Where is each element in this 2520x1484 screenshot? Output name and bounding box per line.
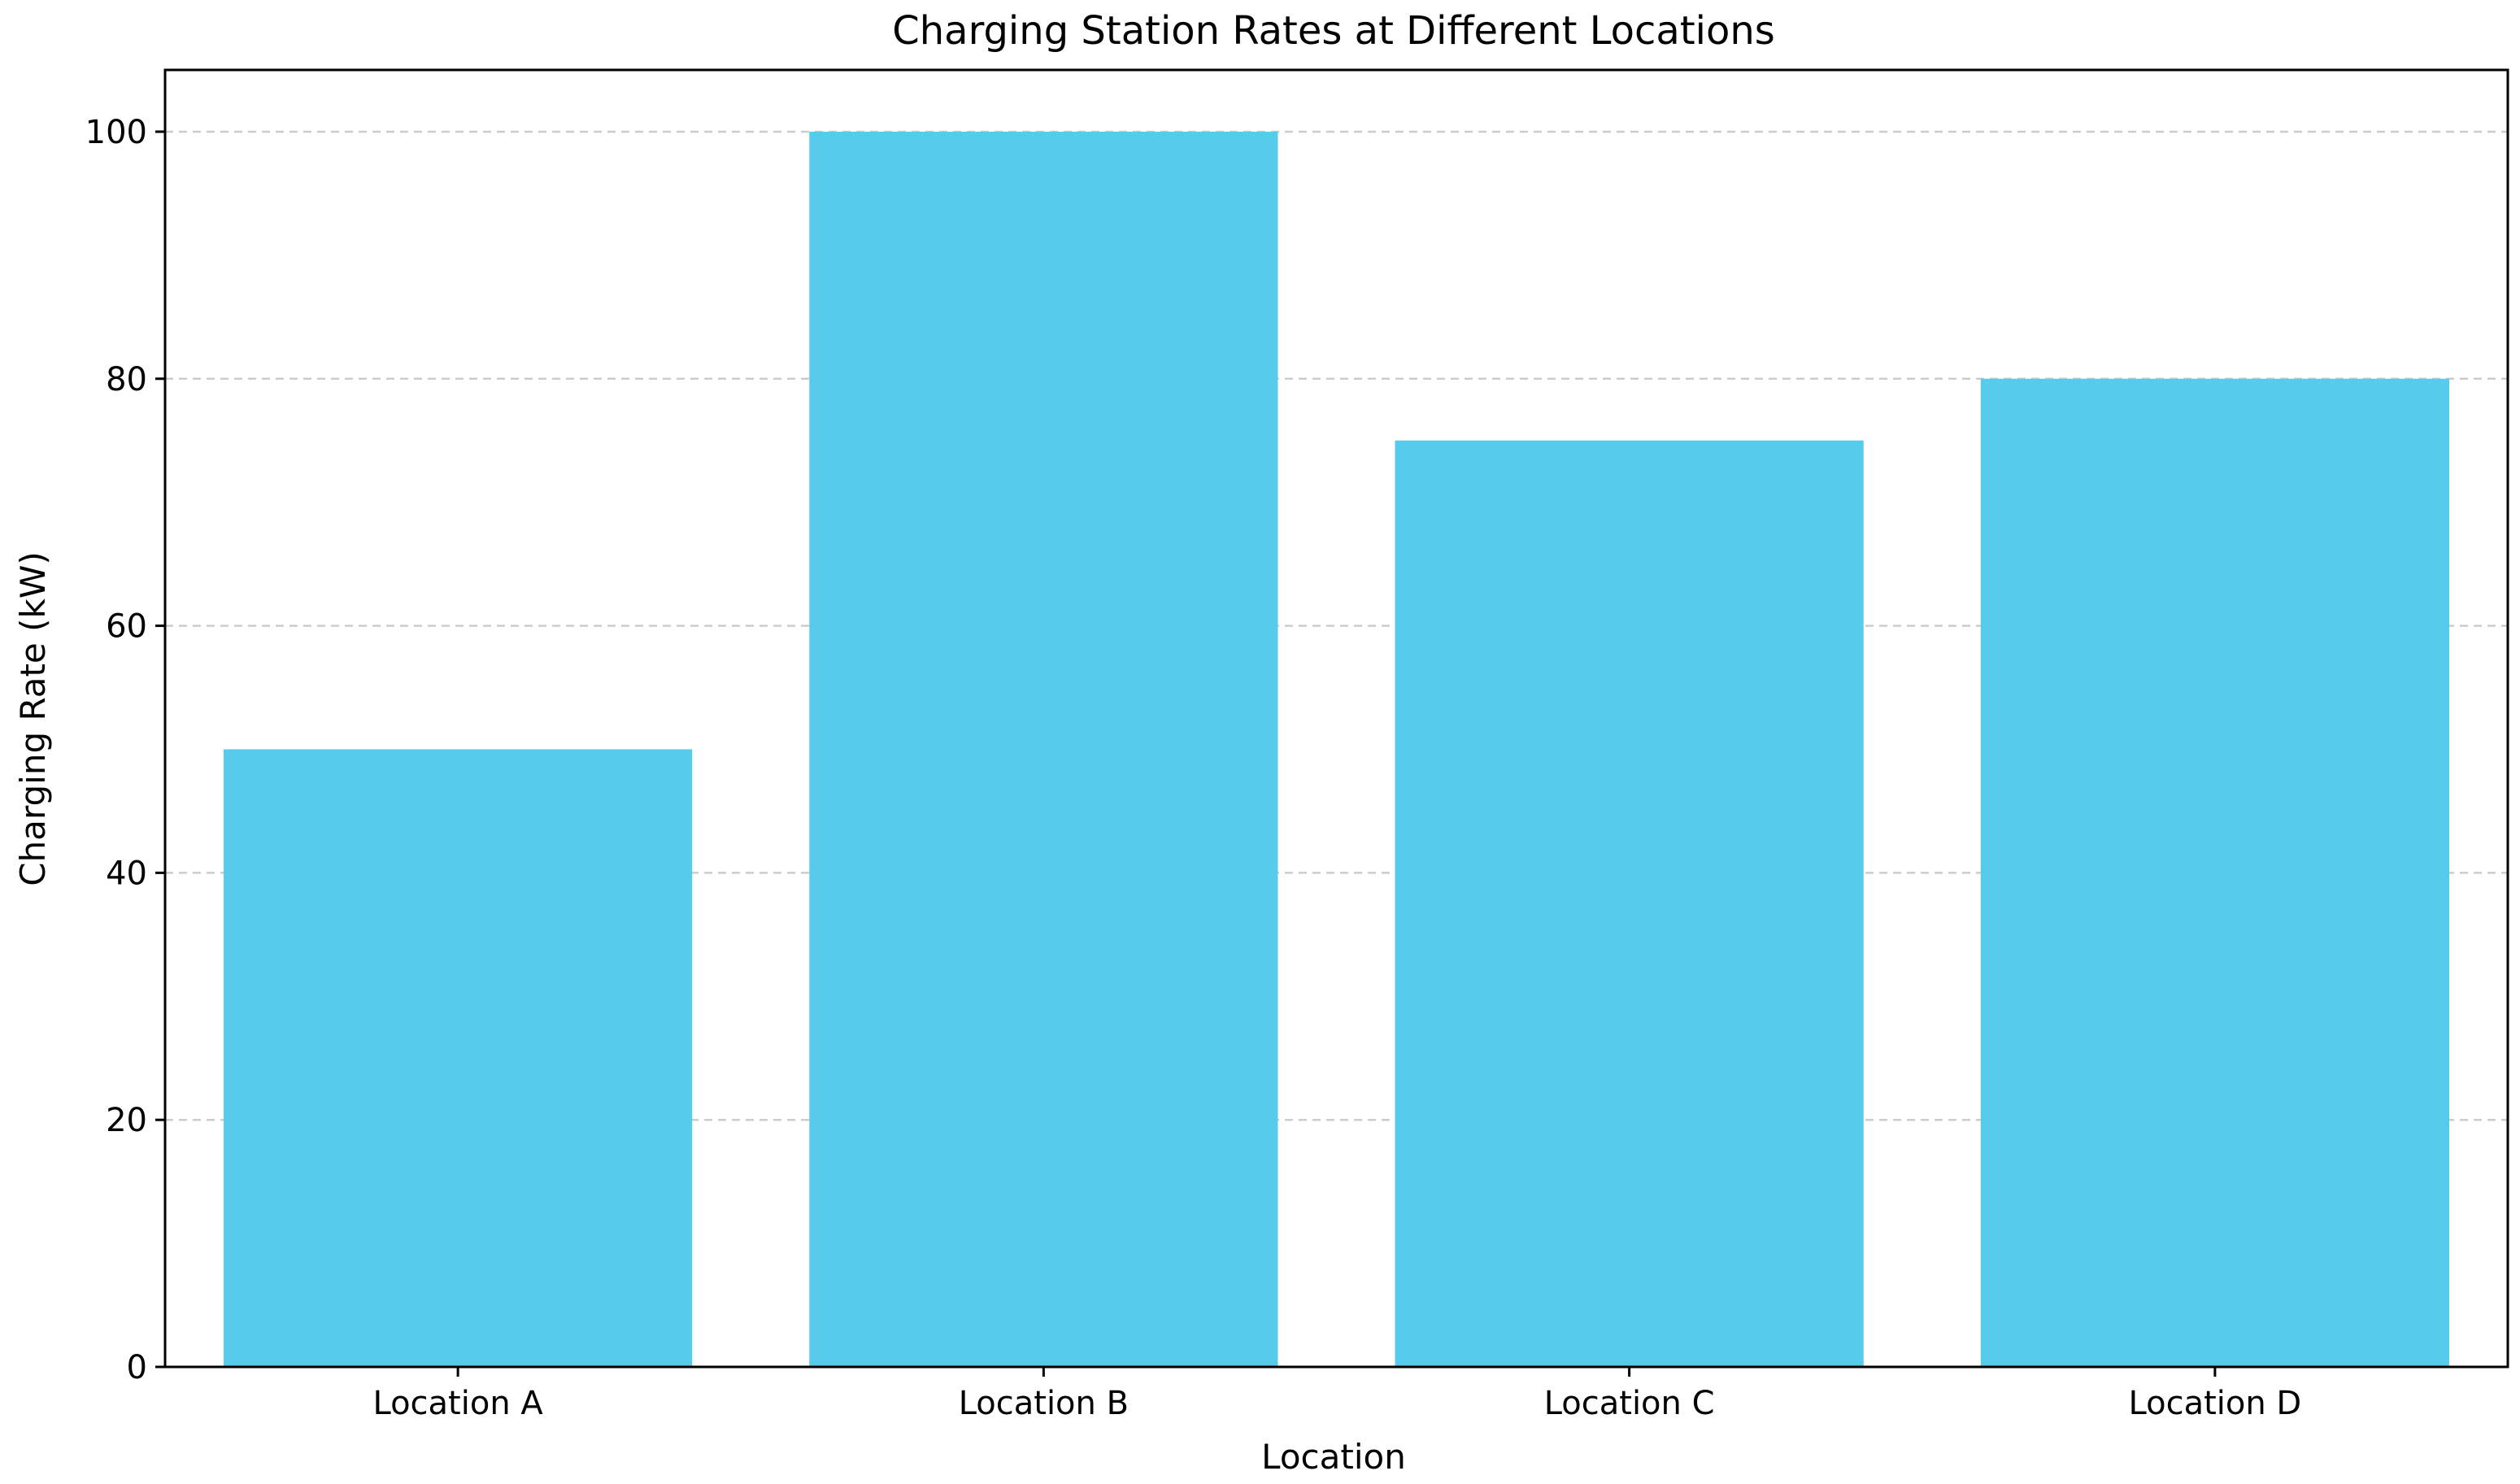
bar-location-a bbox=[224, 749, 693, 1367]
bars bbox=[224, 131, 2449, 1367]
x-tick-label: Location D bbox=[2129, 1385, 2302, 1422]
y-tick-label: 80 bbox=[106, 361, 147, 398]
chart-title: Charging Station Rates at Different Loca… bbox=[892, 8, 1775, 54]
y-tick-label: 100 bbox=[85, 114, 147, 151]
y-tick-label: 40 bbox=[106, 855, 147, 892]
x-tick-label: Location A bbox=[372, 1385, 543, 1422]
y-tick-label: 60 bbox=[106, 608, 147, 646]
x-tick-label: Location B bbox=[959, 1385, 1129, 1422]
bar-location-b bbox=[809, 131, 1278, 1367]
y-axis-label: Charging Rate (kW) bbox=[13, 551, 53, 886]
plot-frame bbox=[163, 68, 2509, 1369]
x-tick-label: Location C bbox=[1544, 1385, 1715, 1422]
y-tick-label: 20 bbox=[106, 1102, 147, 1139]
y-axis-ticks: 0 20 40 60 80 100 bbox=[85, 114, 165, 1386]
x-axis-ticks: Location A Location B Location C Location D bbox=[372, 1367, 2301, 1422]
bar-location-d bbox=[1980, 378, 2449, 1367]
x-axis-label: Location bbox=[1261, 1437, 1406, 1477]
y-tick-label: 0 bbox=[127, 1349, 147, 1386]
bar-location-c bbox=[1395, 440, 1864, 1367]
